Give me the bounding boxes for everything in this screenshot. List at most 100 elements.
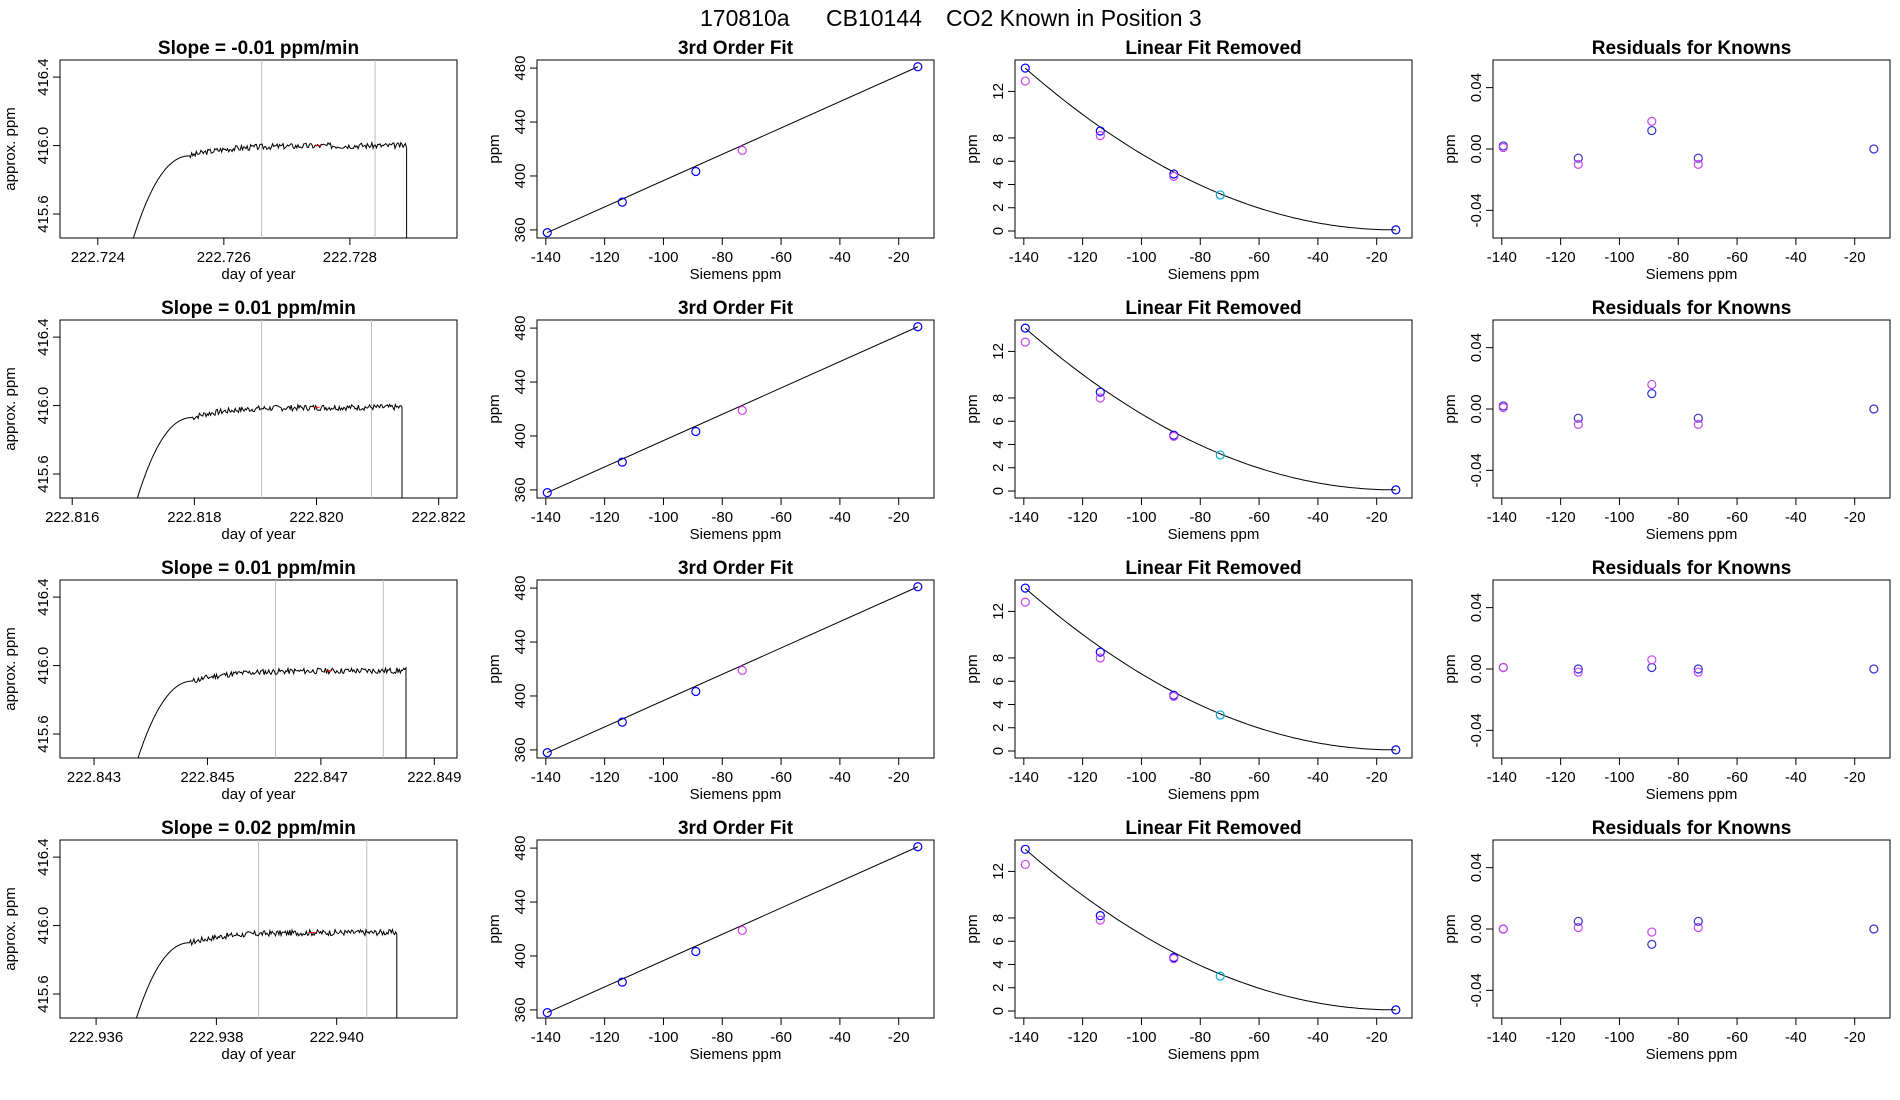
x-tick-label: -120	[1546, 1029, 1576, 1046]
fit-line	[547, 66, 919, 234]
x-tick-label: -60	[770, 769, 792, 786]
data-point	[1647, 662, 1657, 673]
data-point	[1020, 337, 1030, 347]
x-tick-label: -60	[1726, 769, 1748, 786]
x-tick-label: -40	[1785, 249, 1807, 266]
data-point	[1020, 597, 1030, 607]
data-point	[542, 488, 552, 498]
data-point	[1693, 419, 1703, 429]
x-tick-label: -80	[711, 1029, 733, 1046]
x-tick-label: -120	[1546, 249, 1576, 266]
x-tick-label: -40	[1785, 1029, 1807, 1046]
y-tick-label: 416.4	[35, 838, 52, 876]
x-axis-label: Siemens ppm	[1168, 1046, 1260, 1063]
y-axis-label: ppm	[1442, 134, 1459, 163]
data-point	[1095, 393, 1105, 403]
data-point	[913, 62, 923, 72]
data-point	[691, 686, 701, 697]
data-point	[1391, 485, 1401, 495]
panel-1-1: Slope = -0.01 ppm/min 222.724 222.726 222.7…	[2, 38, 458, 283]
y-tick-label: 415.6	[35, 455, 52, 493]
fit-curve	[1024, 67, 1396, 231]
data-point	[1095, 915, 1105, 925]
y-tick-label: 360	[512, 477, 529, 502]
y-tick-label: 0	[990, 1007, 1007, 1015]
x-tick-label: 222.818	[167, 509, 221, 526]
data-point	[1020, 859, 1030, 870]
x-tick-label: -40	[1307, 249, 1329, 266]
x-tick-label: -60	[770, 509, 792, 526]
x-tick-label: -80	[1667, 509, 1689, 526]
x-tick-label: -80	[711, 249, 733, 266]
x-tick-label: -60	[1726, 509, 1748, 526]
data-point	[1869, 664, 1879, 674]
data-point	[1215, 710, 1225, 720]
y-tick-label: 8	[990, 914, 1007, 922]
concentration-trace	[137, 666, 407, 758]
concentration-trace	[135, 927, 398, 1018]
plot-area	[136, 320, 403, 498]
x-tick-label: -140	[531, 249, 561, 266]
x-tick-label: -40	[829, 509, 851, 526]
x-tick-label: -80	[711, 509, 733, 526]
panel-title: 3rd Order Fit	[678, 818, 794, 839]
data-point	[617, 977, 627, 987]
data-point	[691, 166, 701, 177]
data-point	[1693, 922, 1703, 933]
y-tick-label: 415.6	[35, 195, 52, 233]
y-tick-label: 415.6	[35, 975, 52, 1013]
y-tick-label: -0.04	[1468, 973, 1485, 1007]
y-axis-label: ppm	[964, 654, 981, 683]
x-tick-label: -100	[648, 1029, 678, 1046]
x-tick-label: 222.724	[71, 249, 125, 266]
fit-curve	[1024, 587, 1396, 751]
data-point	[1573, 922, 1583, 933]
plot-area	[1024, 327, 1396, 491]
concentration-trace	[136, 402, 403, 498]
y-tick-label: 400	[512, 423, 529, 448]
y-tick-label: 12	[990, 603, 1007, 620]
panel-title: 3rd Order Fit	[678, 298, 794, 319]
y-tick-label: 480	[512, 316, 529, 341]
y-tick-label: -0.04	[1468, 713, 1485, 747]
x-axis-label: day of year	[221, 266, 295, 283]
y-axis-label: ppm	[1442, 914, 1459, 943]
x-axis-label: day of year	[221, 526, 295, 543]
panel-3-1: Slope = 0.01 ppm/min 222.843 222.845 222.84…	[2, 558, 461, 803]
data-point	[1647, 116, 1657, 126]
panel-3-3: Linear Fit Removed -140 -120 -100 -80 -60 -40 -…	[964, 558, 1413, 803]
plot-frame	[1014, 319, 1413, 499]
x-tick-label: -40	[1785, 509, 1807, 526]
data-point	[1169, 169, 1179, 179]
panel-2-3: Linear Fit Removed -140 -120 -100 -80 -60 -40 -…	[964, 298, 1413, 543]
x-axis-label: Siemens ppm	[1646, 526, 1738, 543]
x-tick-label: -100	[648, 769, 678, 786]
data-point	[1693, 667, 1703, 677]
x-tick-label: 222.936	[69, 1029, 123, 1046]
y-tick-label: 400	[512, 683, 529, 708]
panel-title: Slope = -0.01 ppm/min	[158, 38, 359, 59]
x-tick-label: 222.940	[310, 1029, 364, 1046]
x-tick-label: -60	[1248, 249, 1270, 266]
plot-frame	[59, 579, 458, 759]
x-tick-label: -60	[1726, 249, 1748, 266]
plot-frame	[1014, 59, 1413, 239]
x-tick-label: -60	[770, 1029, 792, 1046]
x-tick-label: -20	[1366, 509, 1388, 526]
y-tick-label: 6	[990, 157, 1007, 165]
plot-frame	[1492, 579, 1891, 759]
data-point	[1095, 911, 1105, 921]
data-point	[691, 426, 701, 437]
data-point	[1498, 142, 1508, 153]
data-point	[1647, 379, 1657, 390]
y-axis-label: ppm	[964, 914, 981, 943]
x-axis-label: day of year	[221, 1046, 295, 1063]
y-tick-label: 360	[512, 217, 529, 242]
plot-frame	[1014, 839, 1413, 1019]
x-tick-label: -80	[1189, 249, 1211, 266]
x-tick-label: -80	[1189, 769, 1211, 786]
x-tick-label: -60	[770, 249, 792, 266]
x-tick-label: 222.822	[412, 509, 466, 526]
plot-area	[1024, 67, 1396, 231]
panel-title: 3rd Order Fit	[678, 38, 794, 59]
